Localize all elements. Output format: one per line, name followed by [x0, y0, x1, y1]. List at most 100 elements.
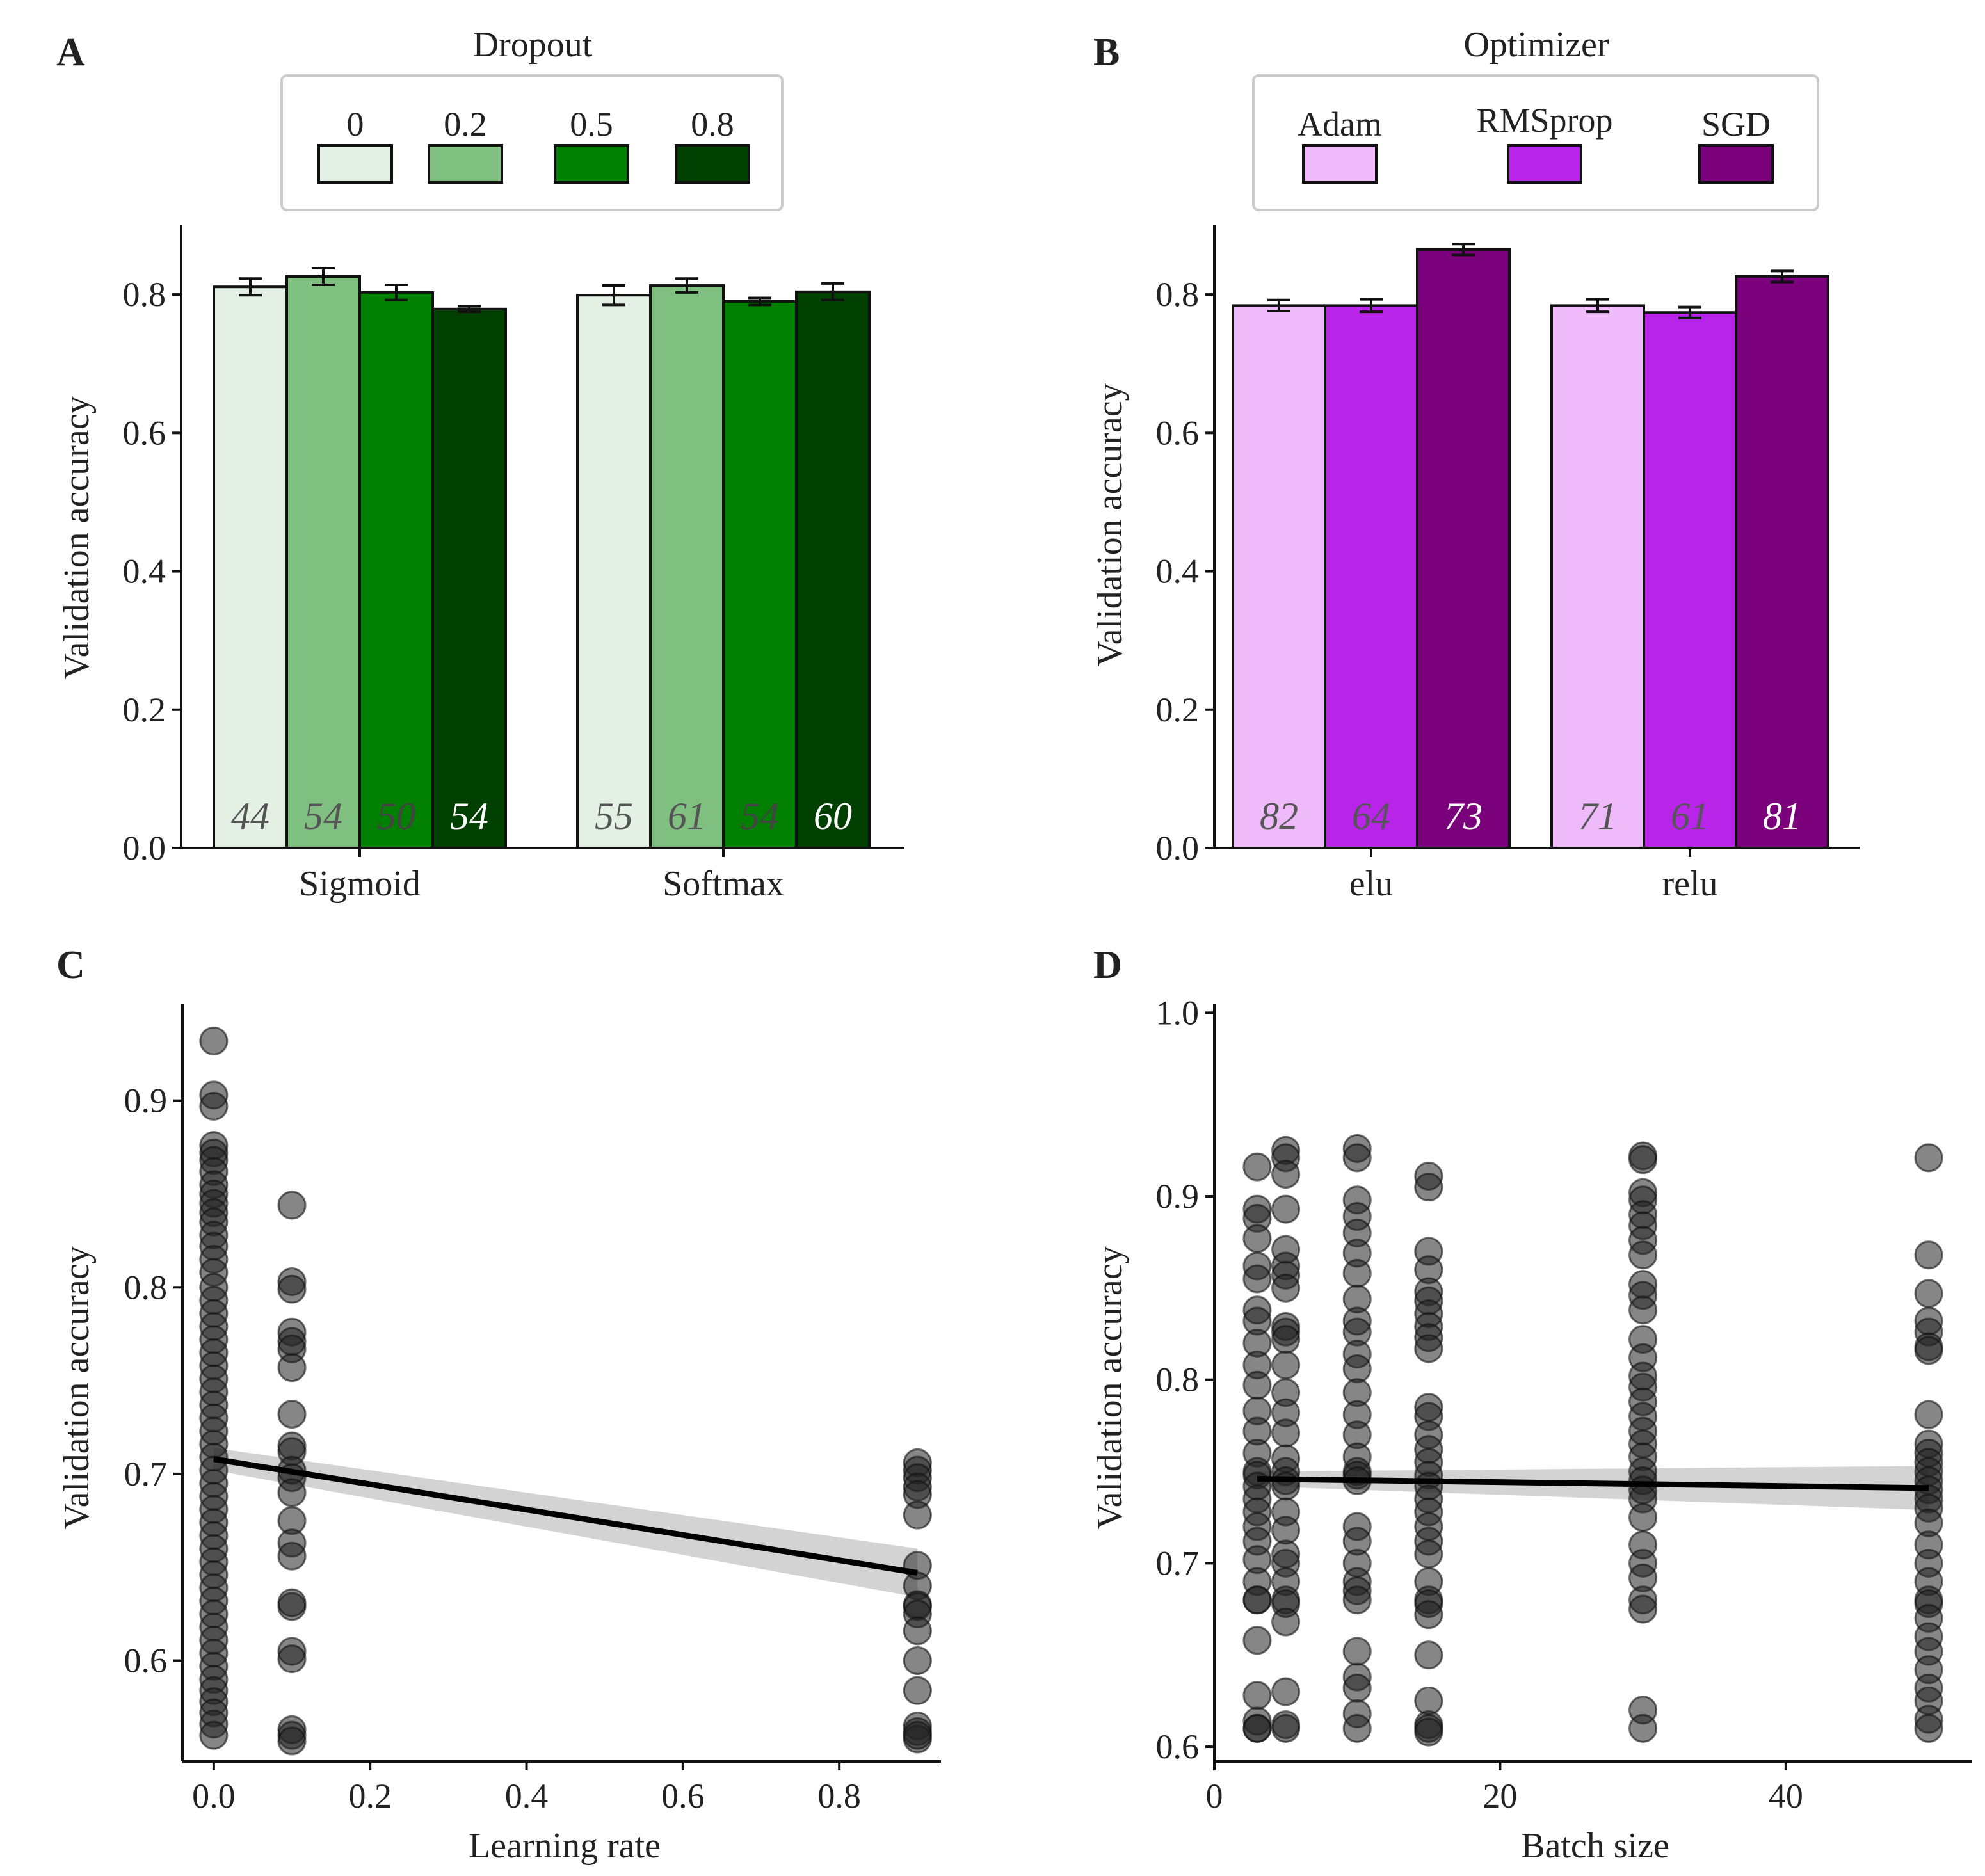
y-axis-label-a: Validation accuracy	[57, 396, 97, 679]
data-point	[1628, 1503, 1658, 1532]
data-point	[1628, 1713, 1658, 1743]
legend-label: Adam	[1298, 105, 1382, 143]
data-point	[1914, 1279, 1943, 1308]
confidence-band	[213, 1448, 918, 1598]
data-point	[1414, 1717, 1443, 1747]
y-tick-label: 0.6	[1156, 413, 1200, 452]
panel-a: A Dropout 0 0.2 0.5 0.8 0.0 0.2 0.4 0.6 0.8 Sigm…	[56, 25, 904, 904]
data-point	[1242, 1264, 1272, 1294]
x-tick-label: 40	[1769, 1777, 1803, 1815]
panel-letter-c: C	[56, 943, 85, 987]
data-point	[1271, 1325, 1301, 1354]
legend-title-optimizer: Optimizer	[1463, 25, 1609, 65]
data-point	[277, 1478, 307, 1507]
legend-label: SGD	[1701, 105, 1771, 143]
legend-title-dropout: Dropout	[473, 25, 593, 65]
data-point	[1628, 1240, 1658, 1270]
data-point	[277, 1726, 307, 1756]
count-label: 73	[1444, 795, 1483, 837]
count-label: 61	[1671, 795, 1709, 837]
data-point	[1414, 1600, 1443, 1630]
y-tick-label: 0.7	[1156, 1544, 1200, 1582]
data-point	[1342, 1673, 1372, 1703]
data-point	[1242, 1585, 1272, 1615]
y-tick-label: 0.8	[1156, 275, 1200, 314]
data-point	[277, 1274, 307, 1304]
data-point	[1914, 1143, 1943, 1173]
panel-letter-a: A	[56, 31, 85, 74]
legend-b: Optimizer Adam RMSprop SGD	[1252, 25, 1819, 211]
legend-label: 0	[347, 105, 364, 143]
legend-label: 0.2	[444, 105, 487, 143]
count-label: 60	[814, 795, 852, 837]
data-point	[1271, 1607, 1301, 1637]
plot-c: 0.6 0.7 0.8 0.9 0.0 0.2 0.4 0.6 0.8	[124, 1004, 941, 1815]
bar	[1550, 304, 1645, 849]
data-point	[277, 1191, 307, 1220]
data-point	[1628, 1295, 1658, 1325]
data-point	[903, 1500, 932, 1530]
data-point	[1414, 1334, 1443, 1363]
count-label: 55	[595, 795, 633, 837]
data-point	[1271, 1160, 1301, 1189]
regression-line	[1257, 1476, 1929, 1491]
y-tick-label: 0.2	[1156, 691, 1200, 729]
data-point	[1342, 1143, 1372, 1173]
data-point	[1914, 1713, 1943, 1743]
legend-frame-a	[280, 74, 784, 211]
data-point	[1914, 1400, 1943, 1429]
count-label: 61	[668, 795, 706, 837]
data-point	[1414, 1686, 1443, 1715]
data-point	[1414, 1640, 1443, 1670]
x-tick-label: 0.6	[661, 1777, 705, 1815]
data-point	[1342, 1637, 1372, 1666]
data-point	[1342, 1713, 1372, 1743]
legend-entries-a: 0 0.2 0.5 0.8	[317, 105, 750, 184]
y-tick-label: 0.8	[1156, 1361, 1200, 1399]
x-tick-label: 0.8	[817, 1777, 861, 1815]
y-tick-label: 0.6	[1156, 1728, 1200, 1766]
plot-b: 0.0 0.2 0.4 0.6 0.8 elu 82 64 73 relu 71 61 81	[1156, 225, 1860, 904]
bar	[431, 307, 507, 849]
count-label: 50	[377, 795, 415, 837]
data-point	[1271, 1713, 1301, 1743]
data-point	[199, 1720, 229, 1750]
data-point	[903, 1676, 932, 1705]
data-point	[1414, 1539, 1443, 1569]
data-point	[1628, 1594, 1658, 1624]
count-label: 54	[304, 795, 342, 837]
data-point	[277, 1400, 307, 1429]
data-point	[277, 1353, 307, 1383]
y-tick-label: 0.6	[124, 1642, 168, 1680]
data-point	[277, 1588, 307, 1617]
bar	[1643, 311, 1737, 850]
legend-entries-b: Adam RMSprop SGD	[1298, 101, 1774, 184]
data-point	[1242, 1152, 1272, 1182]
category-label: relu	[1662, 864, 1717, 904]
data-point	[1271, 1418, 1301, 1448]
bar	[1735, 275, 1829, 850]
legend-swatch	[317, 144, 393, 184]
count-label: 71	[1579, 795, 1617, 837]
bar	[285, 275, 361, 850]
legend-frame-b	[1252, 74, 1819, 211]
y-tick-label: 0.0	[123, 829, 166, 867]
legend-swatch	[1507, 144, 1582, 184]
x-tick-label: 20	[1483, 1777, 1517, 1815]
plot-d: 0.6 0.7 0.8 0.9 1.0 0 20 40	[1156, 993, 1972, 1815]
legend-swatch	[1302, 144, 1378, 184]
count-label: 54	[741, 795, 779, 837]
x-tick-label: 0	[1206, 1777, 1223, 1815]
x-tick-label: 0.4	[505, 1777, 549, 1815]
data-point	[1242, 1713, 1272, 1743]
category-label: Sigmoid	[299, 864, 421, 904]
data-point	[277, 1644, 307, 1674]
x-tick-label: 0.2	[348, 1777, 392, 1815]
count-label: 54	[450, 795, 488, 837]
y-axis-label-d: Validation accuracy	[1090, 1246, 1130, 1529]
data-point	[199, 1026, 229, 1055]
data-point	[1271, 1677, 1301, 1706]
data-point	[1414, 1173, 1443, 1202]
data-point	[1342, 1258, 1372, 1288]
